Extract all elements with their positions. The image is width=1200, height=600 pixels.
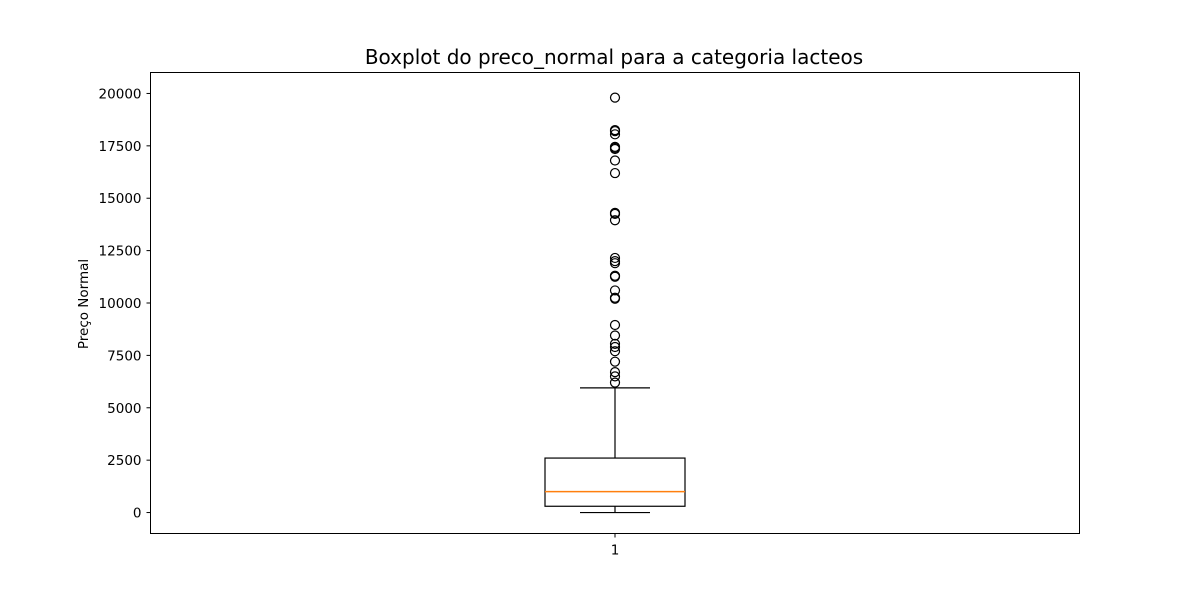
outlier-point xyxy=(609,155,621,166)
plot-area: 0 2500 5000 7500 10000 12500 15000 17500 20000 1 xyxy=(99,86,686,559)
outlier-point xyxy=(609,319,621,331)
outlier-point xyxy=(609,346,621,357)
outlier-point xyxy=(609,255,621,267)
y-tick-label: 7500 xyxy=(107,348,141,364)
outlier-point xyxy=(609,129,621,140)
iqr-box xyxy=(544,457,686,507)
outlier-point xyxy=(609,167,621,179)
outlier-point xyxy=(609,207,621,218)
outlier-point xyxy=(609,341,621,353)
outlier-point xyxy=(609,285,621,296)
y-tick-label: 5000 xyxy=(107,401,141,417)
y-tick-label: 0 xyxy=(133,506,142,522)
outlier-point xyxy=(609,330,621,341)
plot-frame xyxy=(150,72,1080,534)
outlier-point xyxy=(609,270,621,281)
y-tick-label: 10000 xyxy=(99,296,142,312)
y-tick-label: 15000 xyxy=(99,191,142,207)
outlier-point xyxy=(609,338,621,349)
y-tick-label: 12500 xyxy=(99,244,142,260)
y-tick-label: 2500 xyxy=(107,453,141,469)
outlier-point xyxy=(609,125,621,136)
outlier-point xyxy=(609,141,621,152)
outlier-point xyxy=(609,92,621,103)
outlier-point xyxy=(609,292,621,303)
y-tick-label: 17500 xyxy=(99,139,142,155)
outlier-point xyxy=(609,252,621,264)
x-tick-label: 1 xyxy=(611,543,620,559)
outlier-point xyxy=(609,367,621,378)
y-tick-label: 20000 xyxy=(99,86,142,102)
outlier-point xyxy=(609,377,621,388)
outlier-point xyxy=(609,258,621,269)
outlier-point xyxy=(609,356,621,367)
outlier-point xyxy=(609,215,621,226)
outlier-point xyxy=(609,371,621,382)
y-axis-label: Preço Normal xyxy=(76,259,92,349)
chart-title: Boxplot do preco_normal para a categoria… xyxy=(365,45,863,69)
